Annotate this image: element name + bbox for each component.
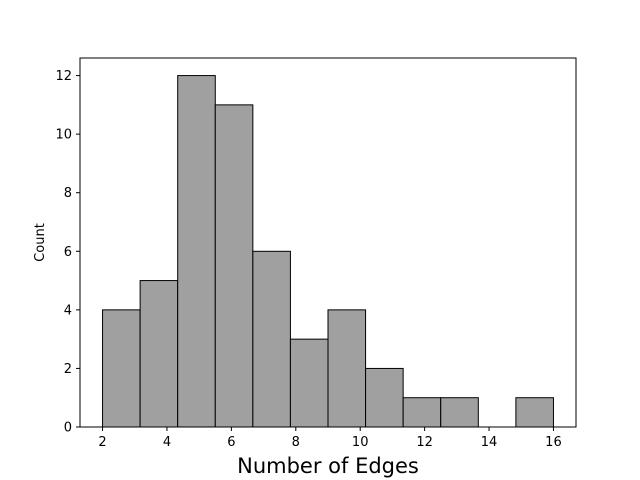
histogram-bar-6 xyxy=(289,338,329,428)
y-tick-label: 4 xyxy=(64,303,72,318)
histogram-bar-12 xyxy=(515,397,554,428)
histogram-bar-7 xyxy=(327,309,367,428)
x-tick-label: 8 xyxy=(292,435,300,450)
plot-frame xyxy=(79,57,577,428)
x-axis-ticks: 2 4 6 8 10 12 14 16 xyxy=(98,427,562,450)
x-axis-label: Number of Edges xyxy=(237,454,419,478)
x-tick-label: 4 xyxy=(163,435,171,450)
histogram-bar-4 xyxy=(214,104,254,428)
x-tick-label: 14 xyxy=(481,435,498,450)
histogram-bar-10 xyxy=(440,397,479,428)
y-tick-label: 10 xyxy=(55,128,72,143)
y-axis-ticks: 0 2 4 6 8 10 12 xyxy=(55,69,80,436)
histogram-bar-1 xyxy=(102,309,141,428)
y-tick-label: 2 xyxy=(64,362,72,377)
y-tick-label: 6 xyxy=(64,245,72,260)
y-axis-label: Count xyxy=(33,223,48,262)
x-tick-label: 6 xyxy=(227,435,235,450)
histogram-bar-9 xyxy=(402,397,442,428)
y-tick-label: 8 xyxy=(64,186,72,201)
y-tick-label: 12 xyxy=(55,69,72,84)
x-tick-label: 10 xyxy=(352,435,369,450)
histogram-bar-8 xyxy=(365,367,404,428)
x-tick-label: 2 xyxy=(98,435,106,450)
x-tick-label: 16 xyxy=(545,435,562,450)
bars-group xyxy=(102,75,554,428)
histogram-bar-3 xyxy=(177,75,216,428)
x-tick-label: 12 xyxy=(416,435,433,450)
histogram-bar-2 xyxy=(139,280,179,428)
histogram-bar-5 xyxy=(252,250,291,428)
y-tick-label: 0 xyxy=(64,421,72,436)
